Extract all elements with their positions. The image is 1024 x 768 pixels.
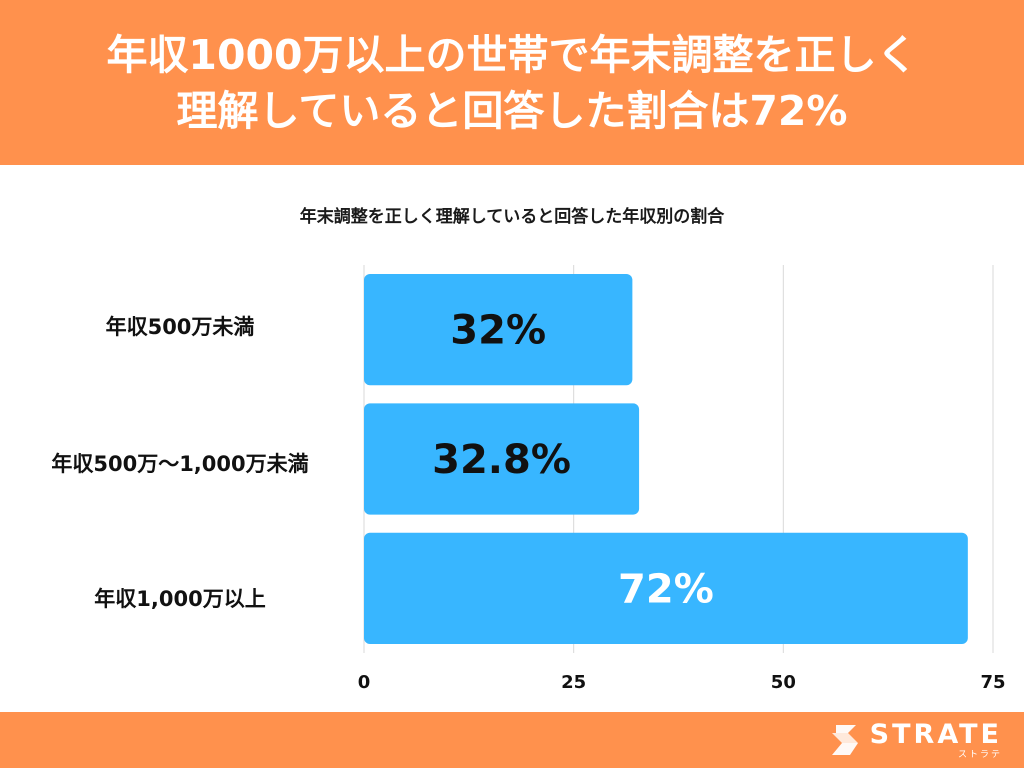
strate-logo: STRATE ストラテ xyxy=(826,720,1002,760)
bar-0 xyxy=(364,274,633,386)
x-tick-label-3: 75 xyxy=(980,672,1005,693)
bar-chart: 32% 32.8% 72% 0 25 50 75 xyxy=(358,265,1006,693)
x-tick-label-1: 25 xyxy=(561,672,586,693)
category-label-0: 年収500万未満 xyxy=(105,315,255,339)
category-label-2: 年収1,000万以上 xyxy=(94,587,266,611)
header-banner: 年収1000万以上の世帯で年末調整を正しく 理解していると回答した割合は72% xyxy=(0,0,1024,165)
bar-value-label-0: 32% xyxy=(450,308,546,354)
bar-value-label-1: 32.8% xyxy=(432,437,571,483)
x-tick-label-2: 50 xyxy=(771,672,796,693)
header-title-line-2: 理解していると回答した割合は72% xyxy=(176,86,848,135)
strate-s-logo-icon xyxy=(831,725,858,755)
footer-banner: STRATE ストラテ xyxy=(0,712,1024,768)
chart-title: 年末調整を正しく理解していると回答した年収別の割合 xyxy=(299,207,725,227)
bar-2 xyxy=(364,532,968,644)
x-tick-label-0: 0 xyxy=(358,672,371,693)
category-label-1: 年収500万〜1,000万未満 xyxy=(51,452,309,476)
bar-1 xyxy=(364,403,640,515)
logo-sub-text: ストラテ xyxy=(957,750,1002,760)
bar-value-label-2: 72% xyxy=(618,566,714,612)
logo-main-text: STRATE xyxy=(869,719,1002,750)
logo-text: STRATE ストラテ xyxy=(869,719,1002,761)
header-title-line-1: 年収1000万以上の世帯で年末調整を正しく xyxy=(106,30,918,79)
